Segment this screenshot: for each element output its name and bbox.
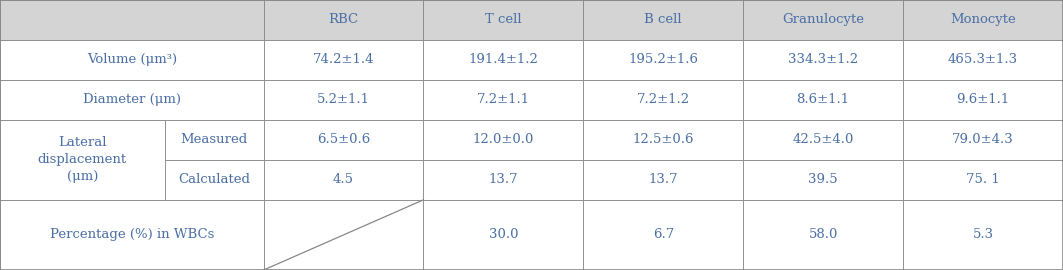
Text: 74.2±1.4: 74.2±1.4	[313, 53, 374, 66]
Text: 30.0: 30.0	[489, 228, 518, 241]
Bar	[165, 120, 264, 160]
Text: 58.0: 58.0	[809, 228, 838, 241]
Text: 8.6±1.1: 8.6±1.1	[796, 93, 849, 106]
Text: B cell: B cell	[644, 14, 682, 26]
Text: 191.4±1.2: 191.4±1.2	[469, 53, 538, 66]
Text: Granulocyte: Granulocyte	[782, 14, 864, 26]
Text: 42.5±4.0: 42.5±4.0	[793, 133, 854, 146]
Bar	[165, 160, 264, 200]
Text: 465.3±1.3: 465.3±1.3	[948, 53, 1018, 66]
Text: 5.2±1.1: 5.2±1.1	[317, 93, 370, 106]
Text: 334.3±1.2: 334.3±1.2	[788, 53, 858, 66]
Text: 13.7: 13.7	[489, 173, 519, 186]
Text: Lateral
displacement
(μm): Lateral displacement (μm)	[38, 136, 126, 183]
Text: Measured: Measured	[181, 133, 248, 146]
Text: 6.7: 6.7	[653, 228, 674, 241]
Text: 79.0±4.3: 79.0±4.3	[952, 133, 1014, 146]
Text: 75. 1: 75. 1	[966, 173, 1000, 186]
Text: 5.3: 5.3	[973, 228, 994, 241]
Text: 12.0±0.0: 12.0±0.0	[473, 133, 534, 146]
Text: 195.2±1.6: 195.2±1.6	[628, 53, 698, 66]
Text: Volume (μm³): Volume (μm³)	[87, 53, 176, 66]
Text: Diameter (μm): Diameter (μm)	[83, 93, 181, 106]
Text: Percentage (%) in WBCs: Percentage (%) in WBCs	[50, 228, 214, 241]
Text: 9.6±1.1: 9.6±1.1	[957, 93, 1010, 106]
Text: RBC: RBC	[328, 14, 358, 26]
Text: 7.2±1.1: 7.2±1.1	[477, 93, 530, 106]
Text: 4.5: 4.5	[333, 173, 354, 186]
Text: Calculated: Calculated	[179, 173, 250, 186]
Text: 6.5±0.6: 6.5±0.6	[317, 133, 370, 146]
Text: 7.2±1.2: 7.2±1.2	[637, 93, 690, 106]
Text: 12.5±0.6: 12.5±0.6	[632, 133, 694, 146]
Text: T cell: T cell	[485, 14, 522, 26]
Text: 13.7: 13.7	[648, 173, 678, 186]
Text: Monocyte: Monocyte	[950, 14, 1016, 26]
Text: 39.5: 39.5	[808, 173, 838, 186]
